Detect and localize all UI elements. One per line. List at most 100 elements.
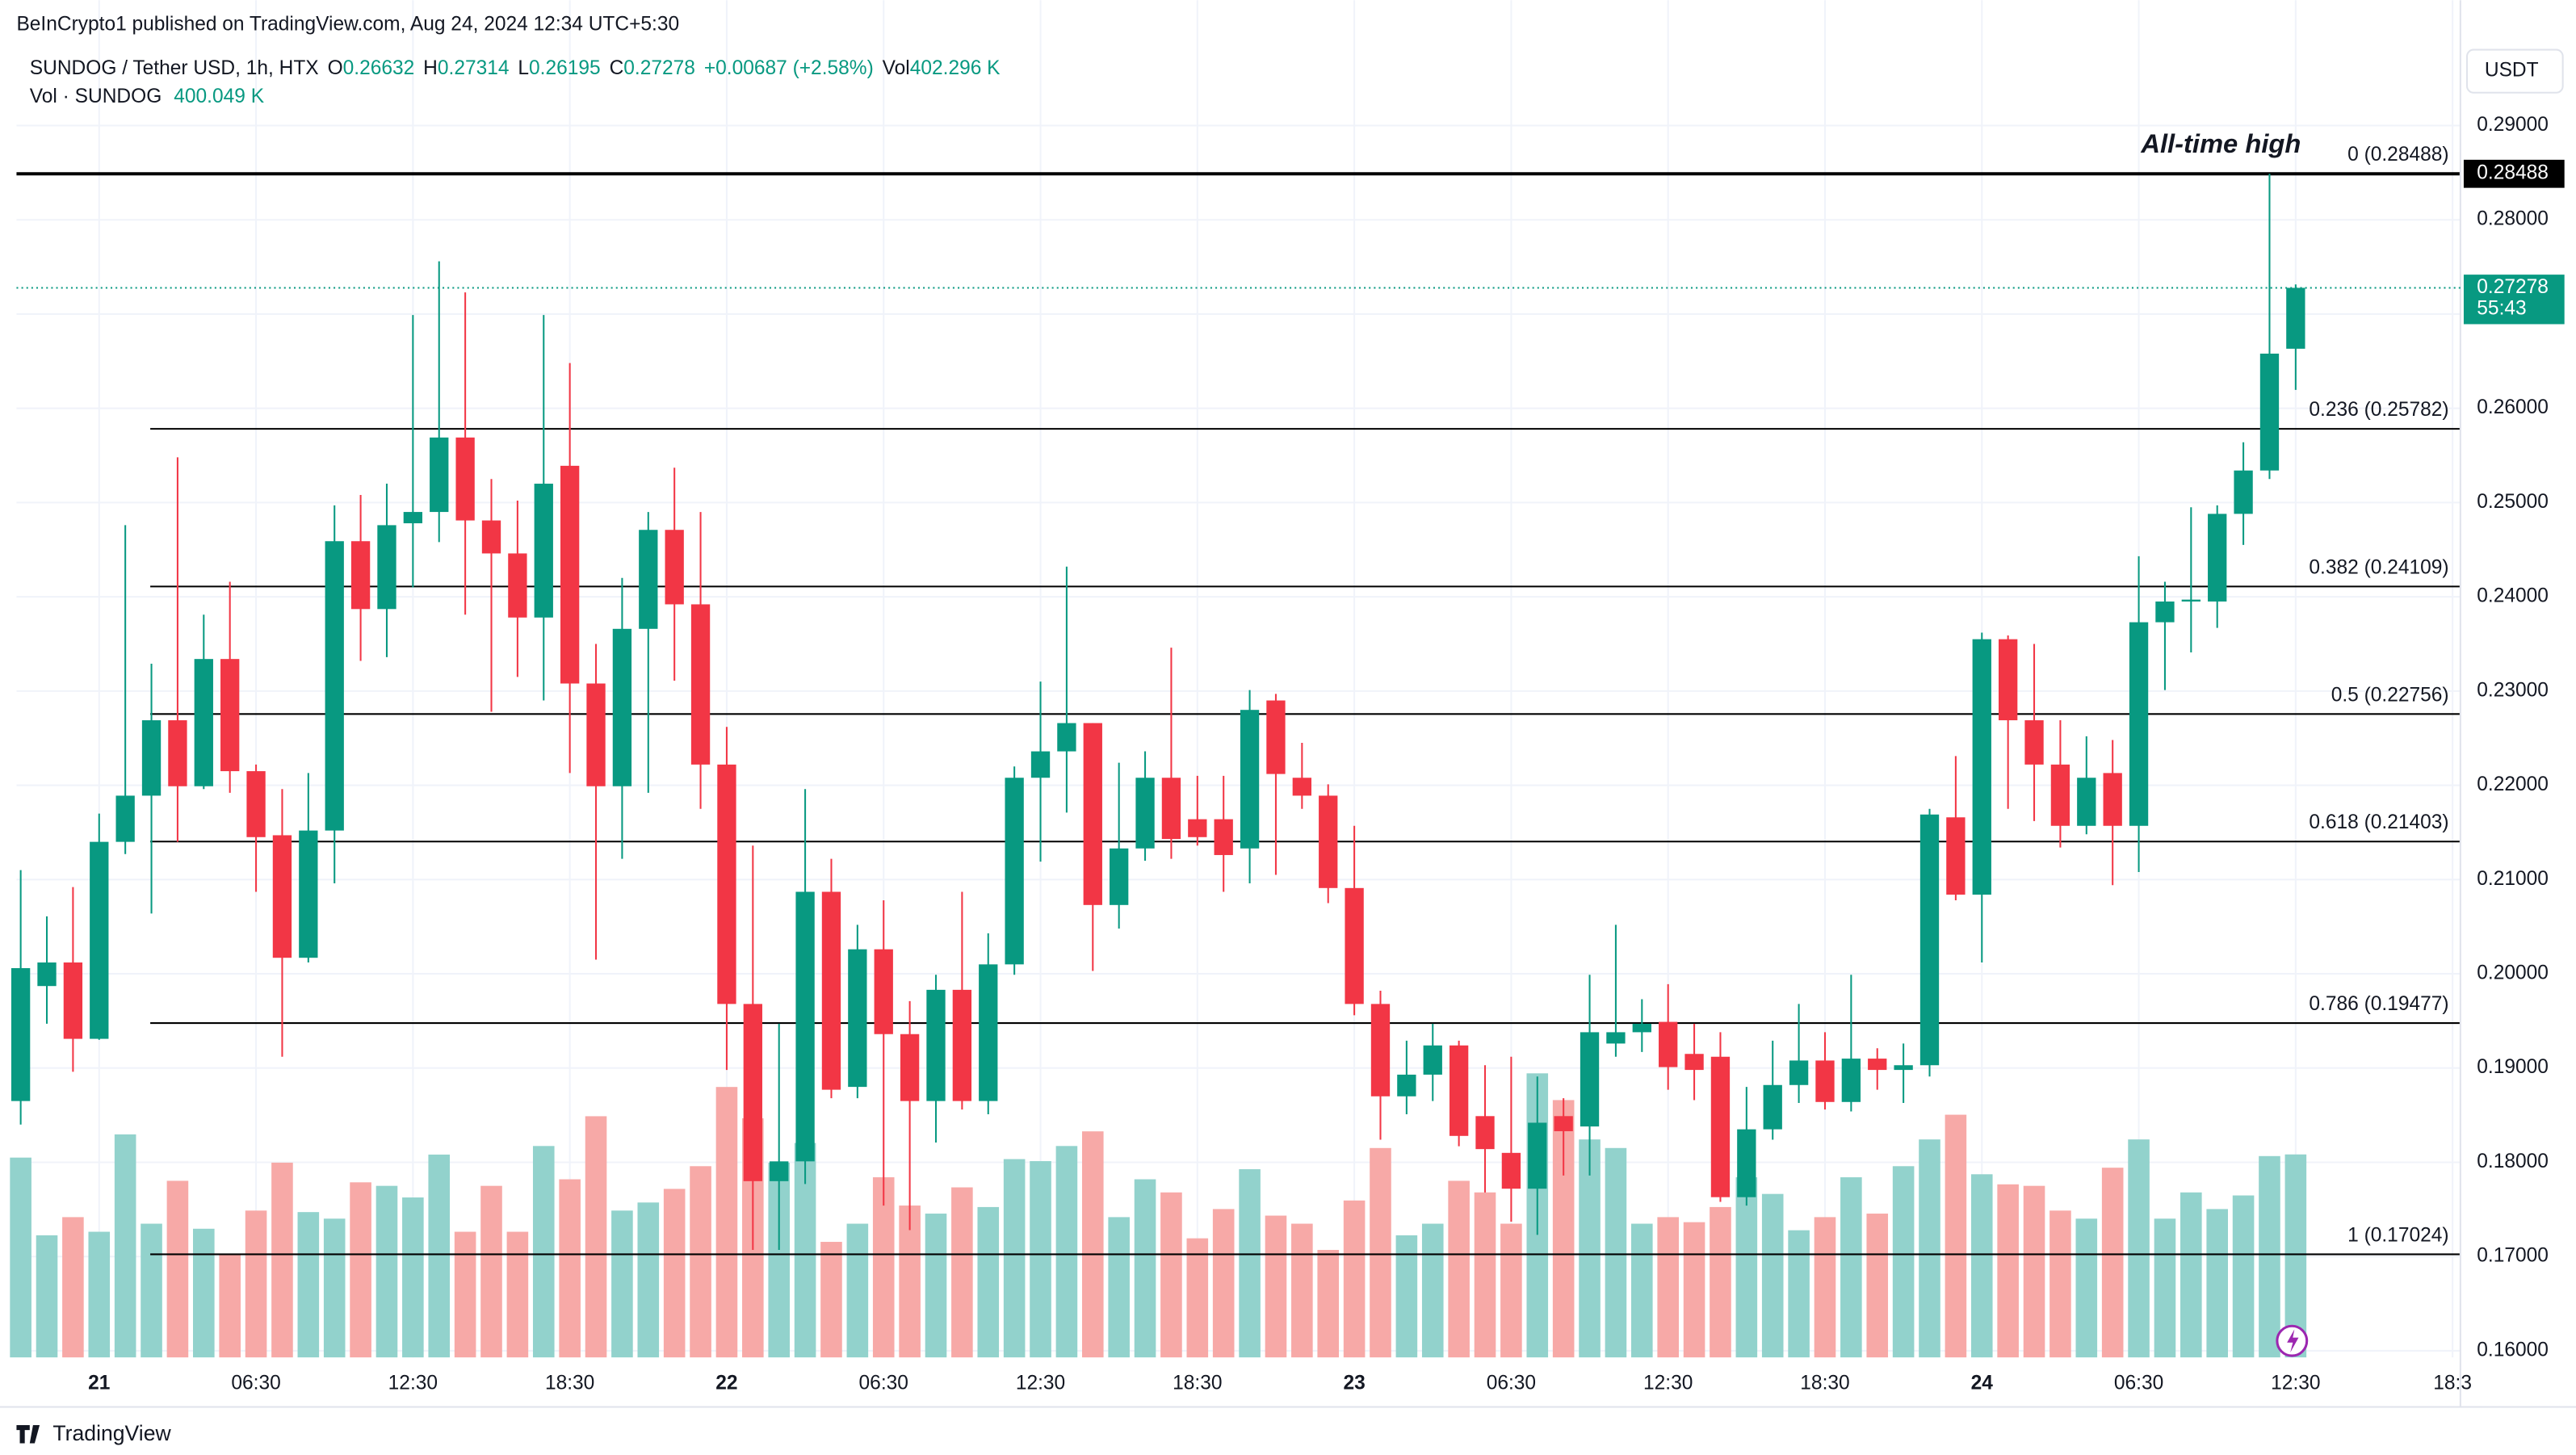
fib-label: 0.618 (0.21403) <box>2309 811 2448 833</box>
x-tick-label: 18:30 <box>545 1372 594 1394</box>
x-tick-label: 23 <box>1343 1372 1365 1394</box>
volume-bar <box>951 1187 973 1358</box>
c-value: 0.27278 <box>623 58 695 80</box>
volume-bar <box>1474 1192 1496 1358</box>
volume-bar <box>297 1212 320 1358</box>
candle-body <box>508 553 527 618</box>
volume-bar <box>1945 1114 1967 1358</box>
volume-bar <box>1239 1169 1261 1358</box>
volume-bar <box>271 1162 293 1358</box>
candle-body <box>1501 1152 1521 1189</box>
x-tick-label: 12:30 <box>1016 1372 1065 1394</box>
candle-body <box>1919 814 1940 1066</box>
volume-bar <box>1710 1206 1731 1358</box>
volume-bar <box>141 1223 162 1358</box>
volume-bar <box>1735 1177 1758 1358</box>
candle-body <box>115 795 135 842</box>
volume-bar <box>1892 1166 1915 1358</box>
volume-bar <box>2180 1192 2202 1358</box>
current-price-label: 0.27278 <box>2477 276 2549 298</box>
x-tick-label: 06:30 <box>1487 1372 1536 1394</box>
candle-body <box>979 964 998 1101</box>
volume-bar <box>977 1206 1000 1358</box>
legend-volume: Vol · SUNDOG 400.049 K <box>30 86 265 107</box>
volume-bar <box>690 1166 711 1358</box>
x-tick-label: 21 <box>88 1372 110 1394</box>
volume-bar <box>428 1154 451 1358</box>
volume-bar <box>2049 1210 2071 1358</box>
volume-bar <box>88 1231 111 1358</box>
volume-bar <box>1291 1223 1313 1358</box>
o-label: O <box>328 58 343 80</box>
volume-bar <box>1343 1200 1366 1358</box>
publisher: BeInCrypto1 published on TradingView.com… <box>16 13 679 35</box>
candle-body <box>1528 1122 1547 1189</box>
candle-body <box>1110 848 1129 905</box>
x-tick-label: 06:30 <box>2114 1372 2163 1394</box>
candle-body <box>2259 353 2280 471</box>
indicator-value: 400.049 K <box>174 86 264 107</box>
x-tick-label: 18:3 <box>2433 1372 2472 1394</box>
volume-bar <box>1788 1230 1810 1358</box>
volume-bar <box>245 1210 267 1358</box>
candle-body <box>455 437 475 521</box>
volume-bar <box>1186 1238 1209 1358</box>
x-tick-label: 18:30 <box>1800 1372 1849 1394</box>
candle-body <box>1972 639 1991 895</box>
candle-body <box>1710 1056 1731 1197</box>
volume-bar <box>846 1223 869 1358</box>
y-tick-label: 0.17000 <box>2477 1245 2549 1267</box>
candle-body <box>1737 1129 1756 1197</box>
volume-bar <box>820 1242 842 1358</box>
candle-body <box>586 683 606 786</box>
candle-body <box>2050 764 2070 826</box>
candle-body <box>403 512 423 524</box>
fib-label: 0.236 (0.25782) <box>2309 399 2448 421</box>
y-tick-label: 0.20000 <box>2477 962 2549 984</box>
footer: TradingView <box>52 1421 171 1445</box>
candle-body <box>2024 720 2044 765</box>
candle-body <box>430 437 449 513</box>
candle-body <box>2129 622 2149 826</box>
fib-layer: 0 (0.28488) 0.236 (0.25782) 0.382 (0.24109… <box>16 144 2461 1256</box>
axes: 0.16000 0.17000 0.18000 0.19000 0.20000 0.210… <box>0 0 2576 1408</box>
fib-label: 1 (0.17024) <box>2347 1224 2448 1246</box>
volume-bar <box>637 1202 660 1358</box>
volume-bar <box>1395 1235 1418 1358</box>
candle-body <box>1292 778 1311 796</box>
alert-bolt[interactable] <box>2287 1329 2299 1352</box>
candle-body <box>1266 700 1286 774</box>
symbol: SUNDOG / Tether USD, 1h, HTX <box>30 58 319 80</box>
volume-bar <box>585 1116 607 1358</box>
candle-body <box>10 968 31 1101</box>
volume-bar <box>1579 1139 1601 1358</box>
volume-bar <box>1814 1217 1836 1358</box>
volume-bar <box>1030 1161 1051 1358</box>
volume-bar <box>2232 1195 2255 1358</box>
volume-bar <box>1081 1131 1104 1358</box>
fib-label: 0.786 (0.19477) <box>2309 993 2448 1015</box>
logo-mark <box>16 1424 40 1444</box>
l-value: 0.26195 <box>529 58 601 80</box>
volume-bar <box>559 1179 581 1358</box>
volume-bar <box>2023 1185 2045 1358</box>
candle-body <box>1030 751 1051 778</box>
alert-icon[interactable] <box>2276 1324 2309 1357</box>
candle-body <box>246 771 266 837</box>
volume-bar <box>1605 1147 1627 1358</box>
y-tick-label: 0.28000 <box>2477 208 2549 230</box>
candle-body <box>2286 287 2305 349</box>
volume-bar <box>715 1087 738 1358</box>
candle-body <box>481 520 501 554</box>
currency-button[interactable]: USDT <box>2466 48 2564 94</box>
candle-body <box>612 628 632 786</box>
candle-body <box>1319 795 1338 888</box>
currency[interactable]: USDT <box>2485 60 2539 82</box>
candle-body <box>194 659 213 786</box>
candle-body <box>1632 1023 1651 1033</box>
currency-box[interactable] <box>2466 48 2564 94</box>
candle-body <box>1580 1032 1600 1127</box>
volume-bar <box>1448 1180 1470 1358</box>
candle-body <box>560 465 580 684</box>
